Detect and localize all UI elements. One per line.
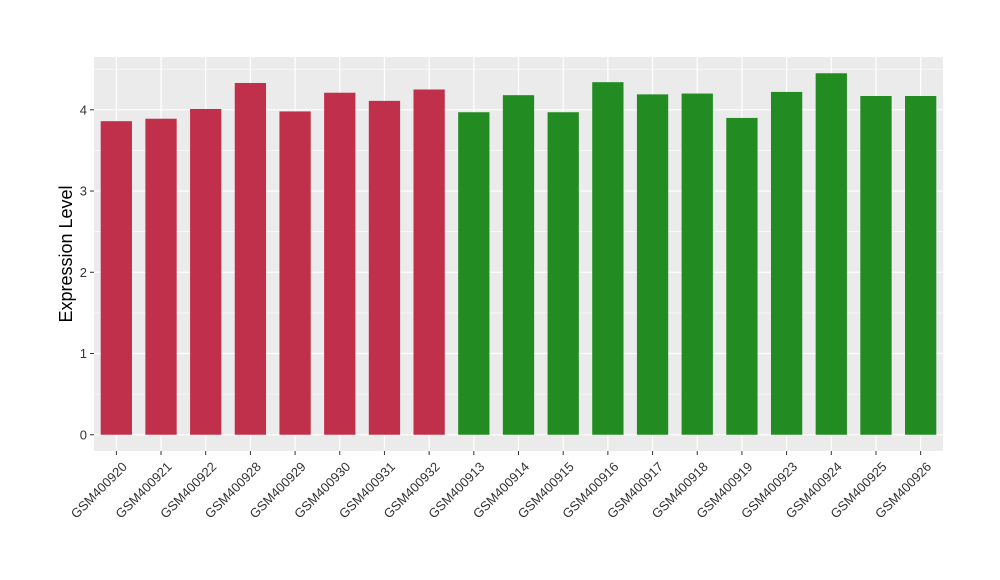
y-tick-label: 2 <box>80 265 87 280</box>
bar-GSM400928 <box>234 82 267 435</box>
bar-GSM400926 <box>905 95 937 435</box>
y-tick-label: 3 <box>80 184 87 199</box>
bar-GSM400923 <box>770 91 803 435</box>
bar-GSM400913 <box>458 112 490 435</box>
y-axis: 0 1 2 3 4 <box>80 102 94 442</box>
bar-GSM400932 <box>413 89 445 435</box>
bar-GSM400921 <box>145 118 177 435</box>
bar-GSM400922 <box>190 108 222 435</box>
bar-GSM400915 <box>547 112 579 435</box>
bars <box>100 73 937 435</box>
bar-GSM400924 <box>815 73 847 435</box>
bar-GSM400914 <box>502 95 535 435</box>
y-tick-label: 4 <box>80 102 87 117</box>
bar-GSM400916 <box>592 82 624 435</box>
y-axis-title: Expression Level <box>56 185 76 322</box>
bar-GSM400919 <box>726 117 758 435</box>
bar-GSM400917 <box>636 94 669 435</box>
bar-GSM400925 <box>860 95 892 435</box>
y-tick-label: 1 <box>80 346 87 361</box>
bar-GSM400920 <box>100 121 132 435</box>
x-axis: GSM400920GSM400921GSM400922GSM400928GSM4… <box>68 451 934 521</box>
bar-GSM400931 <box>368 100 401 435</box>
bar-GSM400918 <box>681 93 713 435</box>
y-tick-label: 0 <box>80 427 87 442</box>
bar-GSM400929 <box>279 111 311 435</box>
bar-GSM400930 <box>324 92 356 435</box>
